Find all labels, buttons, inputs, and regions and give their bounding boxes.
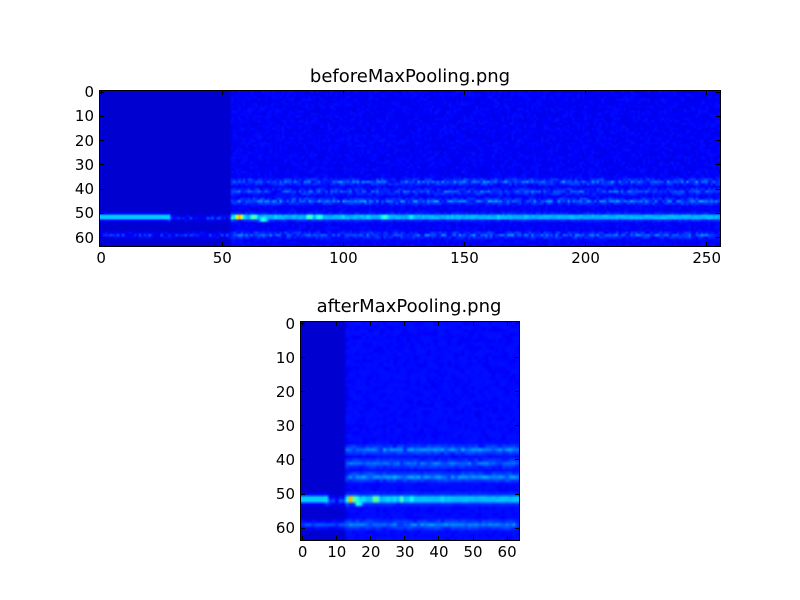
- y-tick-mark: [515, 459, 519, 461]
- x-tick-mark: [370, 322, 372, 326]
- x-tick-label: 0: [96, 249, 106, 267]
- x-tick-label: 200: [571, 249, 600, 267]
- x-tick-mark: [342, 242, 344, 246]
- x-tick-label: 50: [212, 249, 232, 267]
- x-tick-mark: [463, 91, 465, 95]
- x-tick-label: 250: [692, 249, 721, 267]
- y-tick-mark: [100, 212, 104, 214]
- y-tick-label: 50: [74, 204, 94, 223]
- y-tick-mark: [515, 323, 519, 325]
- heatmap-axes-before: [99, 90, 721, 247]
- x-tick-mark: [336, 322, 338, 326]
- y-tick-mark: [301, 323, 305, 325]
- x-tick-label: 100: [329, 249, 358, 267]
- y-tick-mark: [515, 391, 519, 393]
- y-tick-mark: [515, 493, 519, 495]
- x-tick-label: 50: [463, 543, 483, 561]
- y-tick-mark: [301, 391, 305, 393]
- x-tick-label: 60: [497, 543, 517, 561]
- x-tick-mark: [342, 91, 344, 95]
- x-tick-label: 10: [327, 543, 347, 561]
- y-tick-mark: [716, 188, 720, 190]
- y-tick-mark: [100, 188, 104, 190]
- y-tick-label: 60: [275, 519, 295, 538]
- x-tick-mark: [506, 322, 508, 326]
- y-tick-label: 30: [275, 416, 295, 435]
- y-tick-label: 10: [74, 107, 94, 126]
- y-tick-mark: [100, 115, 104, 117]
- y-tick-label: 40: [74, 180, 94, 199]
- y-tick-mark: [100, 164, 104, 166]
- x-tick-mark: [302, 536, 304, 540]
- x-tick-mark: [404, 536, 406, 540]
- x-tick-mark: [506, 536, 508, 540]
- x-tick-mark: [438, 322, 440, 326]
- y-tick-mark: [301, 357, 305, 359]
- x-tick-label: 30: [395, 543, 415, 561]
- x-tick-mark: [585, 242, 587, 246]
- x-tick-mark: [100, 242, 102, 246]
- x-tick-mark: [100, 91, 102, 95]
- x-tick-mark: [472, 536, 474, 540]
- y-tick-mark: [100, 91, 104, 93]
- chart-title-before: beforeMaxPooling.png: [309, 66, 511, 87]
- x-tick-mark: [706, 242, 708, 246]
- y-tick-mark: [716, 164, 720, 166]
- y-tick-label: 0: [285, 314, 295, 333]
- y-tick-label: 20: [74, 131, 94, 150]
- y-tick-label: 10: [275, 348, 295, 367]
- heatmap-image-after: [301, 322, 519, 540]
- chart-title-after: afterMaxPooling.png: [316, 296, 502, 317]
- y-tick-mark: [301, 425, 305, 427]
- y-tick-mark: [716, 237, 720, 239]
- heatmap-axes-after: [300, 321, 520, 541]
- y-tick-mark: [515, 357, 519, 359]
- heatmap-image-before: [100, 91, 720, 246]
- y-tick-label: 30: [74, 155, 94, 174]
- y-tick-label: 20: [275, 382, 295, 401]
- x-tick-label: 150: [450, 249, 479, 267]
- y-tick-mark: [301, 527, 305, 529]
- y-tick-label: 40: [275, 450, 295, 469]
- y-tick-label: 0: [84, 83, 94, 102]
- x-tick-label: 0: [297, 543, 308, 561]
- y-tick-mark: [100, 237, 104, 239]
- y-tick-mark: [301, 459, 305, 461]
- x-tick-mark: [221, 91, 223, 95]
- x-tick-mark: [463, 242, 465, 246]
- y-tick-mark: [515, 425, 519, 427]
- x-tick-mark: [585, 91, 587, 95]
- x-tick-mark: [472, 322, 474, 326]
- x-tick-mark: [221, 242, 223, 246]
- x-tick-label: 40: [429, 543, 449, 561]
- x-tick-mark: [404, 322, 406, 326]
- y-tick-label: 50: [275, 485, 295, 504]
- x-tick-mark: [438, 536, 440, 540]
- x-tick-label: 20: [361, 543, 381, 561]
- y-tick-mark: [515, 527, 519, 529]
- y-tick-mark: [716, 140, 720, 142]
- y-tick-mark: [716, 91, 720, 93]
- y-tick-mark: [716, 115, 720, 117]
- y-tick-label: 60: [74, 228, 94, 247]
- y-tick-mark: [301, 493, 305, 495]
- x-tick-mark: [336, 536, 338, 540]
- x-tick-mark: [706, 91, 708, 95]
- y-tick-mark: [100, 140, 104, 142]
- x-tick-mark: [370, 536, 372, 540]
- y-tick-mark: [716, 212, 720, 214]
